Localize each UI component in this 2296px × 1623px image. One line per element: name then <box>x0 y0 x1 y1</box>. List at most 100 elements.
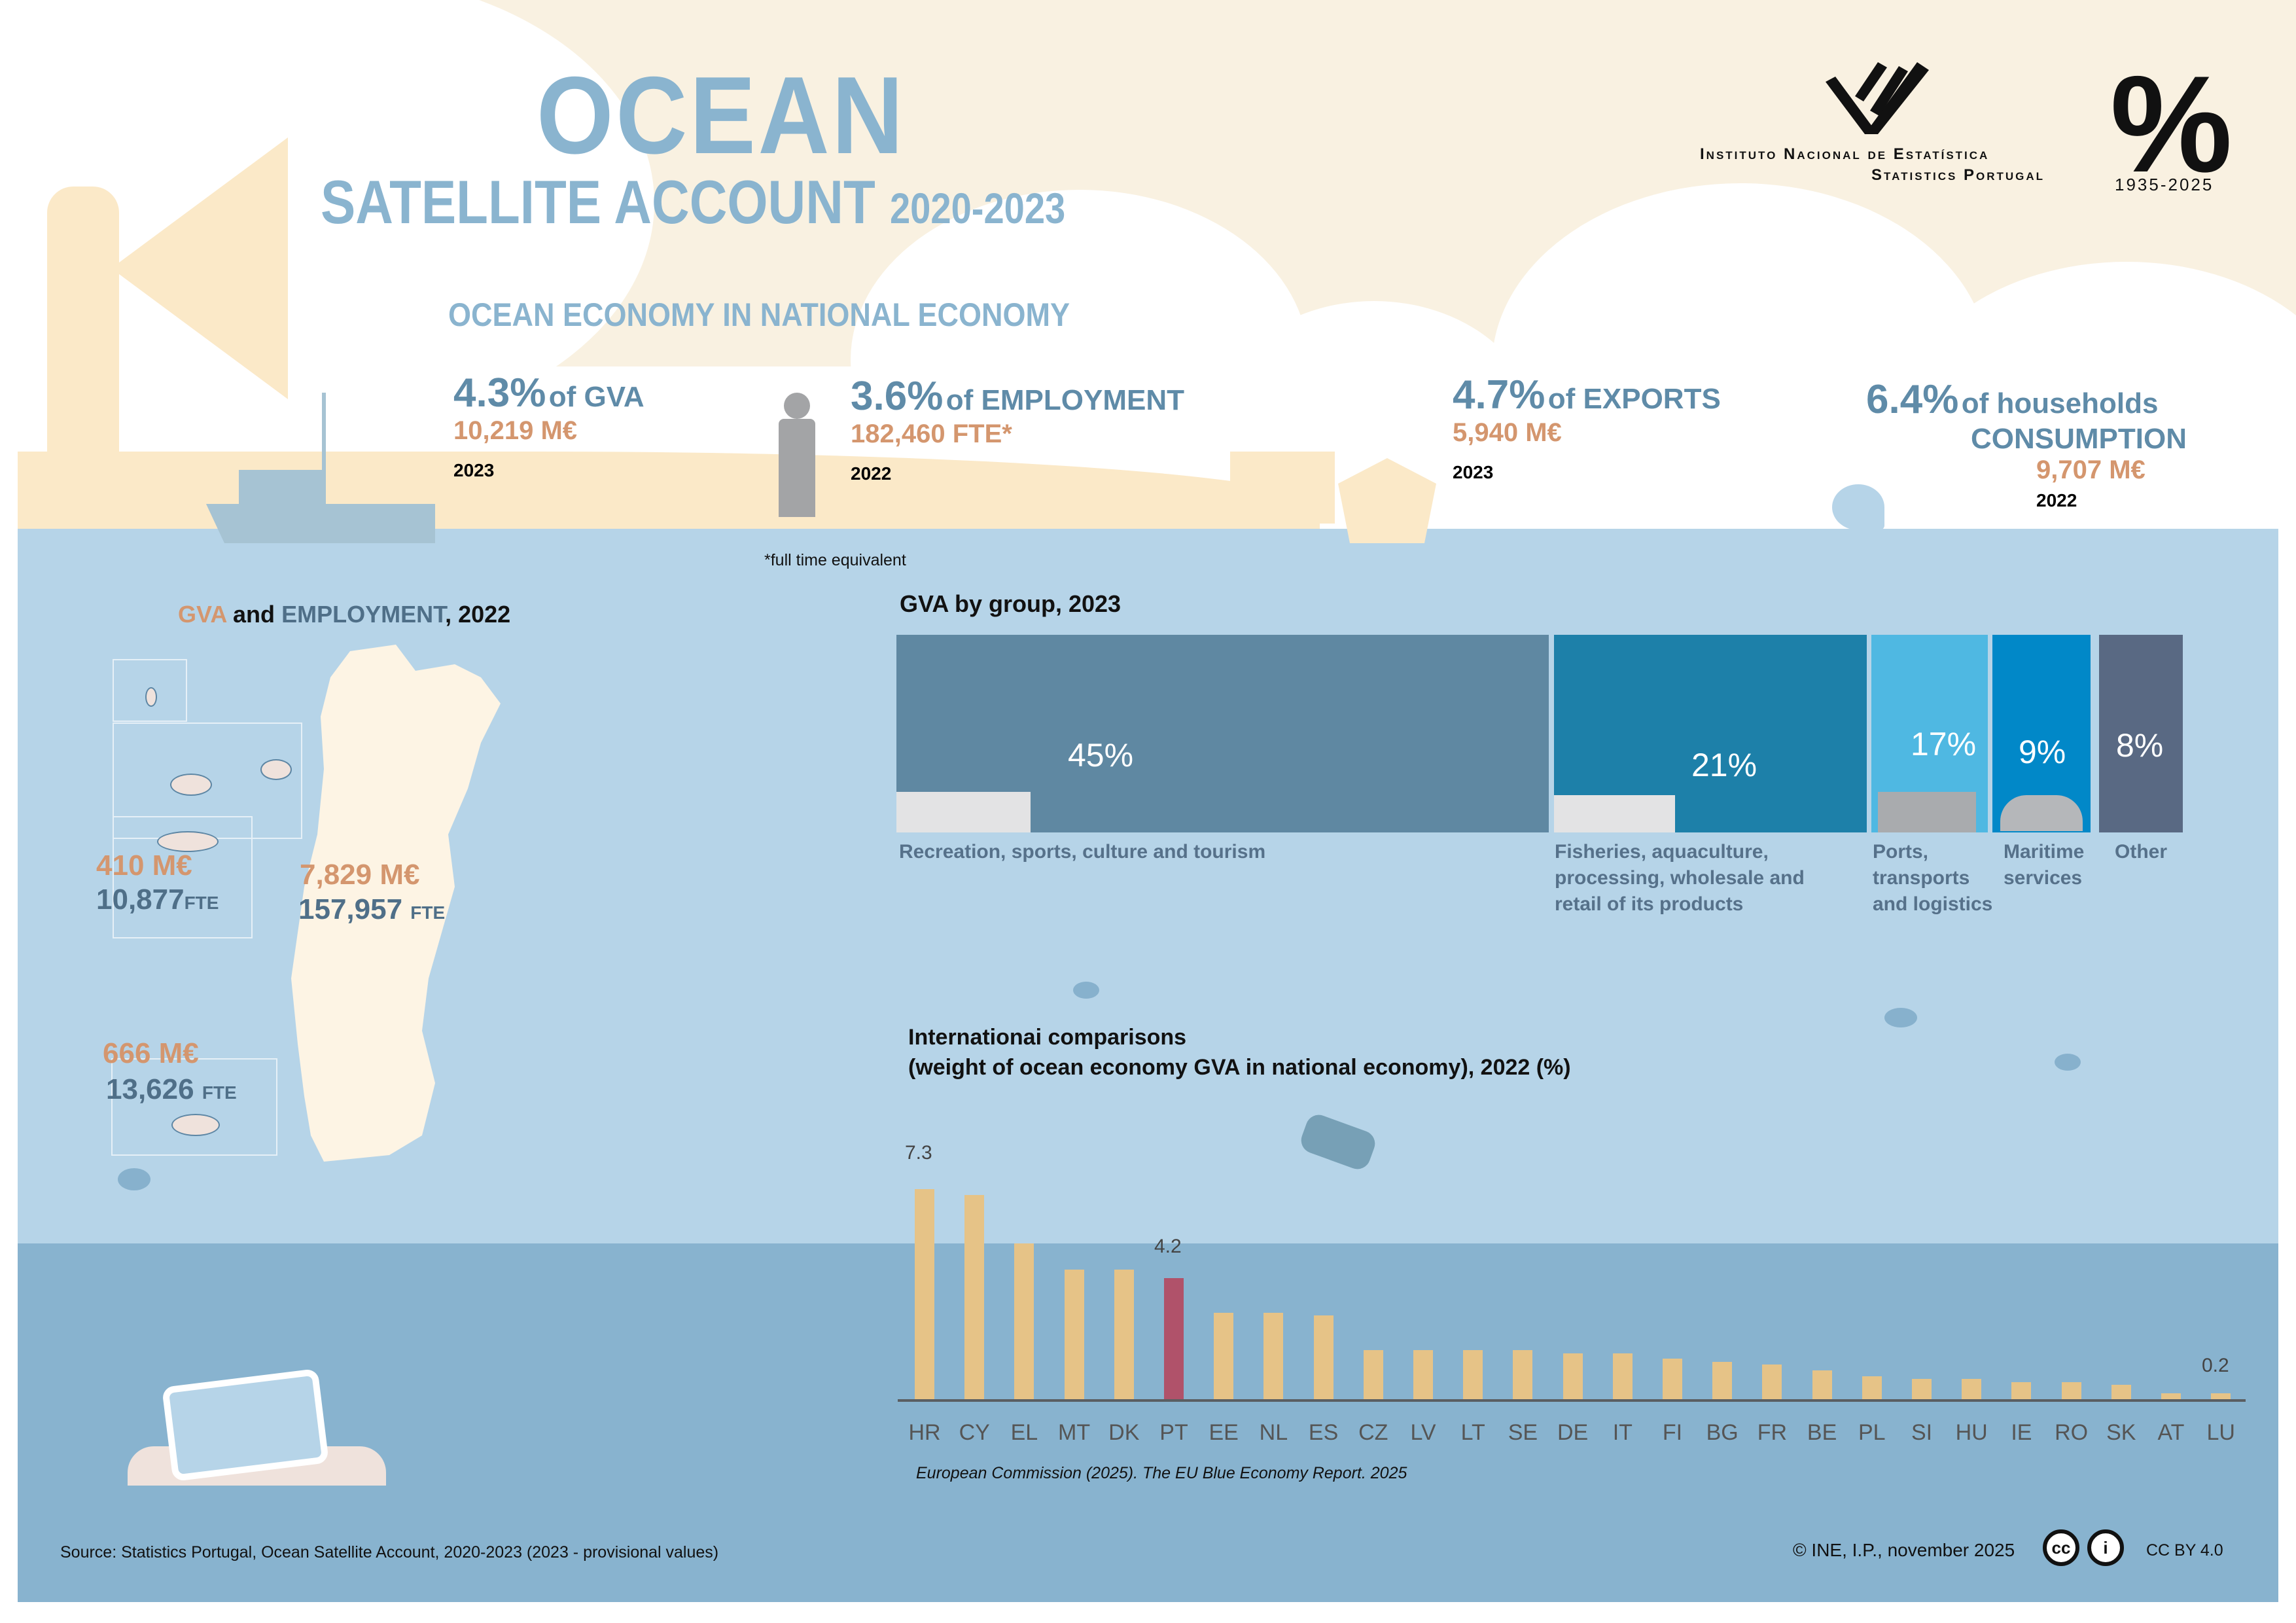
category-label: IE <box>2011 1420 2032 1445</box>
data-label-pt: 4.2 <box>1154 1236 1182 1257</box>
map-title-gva: GVA <box>178 601 227 628</box>
category-label: ES <box>1308 1420 1339 1445</box>
bar-bg <box>1712 1362 1733 1399</box>
lighthouse-icon <box>47 187 119 461</box>
category-label: LU <box>2206 1420 2235 1445</box>
inset-azores-west <box>113 659 187 722</box>
azores-gva: 410 M€ <box>96 849 192 882</box>
gva-pct: 9% <box>2019 734 2066 770</box>
kpi-pct: 3.6% <box>851 374 944 419</box>
bar-dk <box>1114 1270 1134 1399</box>
ship-icon <box>1878 792 1976 832</box>
org-name-en: Statistics Portugal <box>1871 166 2045 184</box>
captain-hat-icon <box>2000 795 2083 831</box>
anniversary-logo-icon: % <box>2110 47 2233 201</box>
gva-bar-recreation: 45% <box>896 635 1549 832</box>
org-name: Instituto Nacional de Estatística <box>1700 145 1990 163</box>
gva-label-ports: Ports, transports and logistics <box>1873 841 1993 915</box>
category-label: RO <box>2055 1420 2089 1445</box>
bar-pl <box>1862 1376 1882 1399</box>
fish-school-icon <box>1073 982 1099 999</box>
island-madeira <box>171 1114 220 1136</box>
category-label: FR <box>1757 1420 1788 1445</box>
category-label: PL <box>1858 1420 1886 1445</box>
category-label: LT <box>1460 1420 1485 1445</box>
bar-at <box>2161 1393 2181 1399</box>
cc-by-icon: i <box>2087 1529 2124 1566</box>
kpi-label: of EXPORTS <box>1547 383 1721 415</box>
intl-chart-title: Internationai comparisons (weight of oce… <box>908 1022 1571 1082</box>
map-title-employment: EMPLOYMENT <box>281 601 446 628</box>
kpi-year: 2023 <box>453 460 495 480</box>
gva-bar-fisheries: 21% <box>1554 635 1867 832</box>
kpi-exports: 4.7% of EXPORTS 5,940 M€ 2023 <box>1453 372 1721 483</box>
category-label: HU <box>1955 1420 1988 1445</box>
category-label: LV <box>1410 1420 1436 1445</box>
dolphin-icon <box>1832 484 1884 530</box>
madeira-fte-value: 13,626 <box>106 1073 194 1105</box>
footer-copyright: © INE, I.P., november 2025 <box>1793 1540 2015 1560</box>
bar-se <box>1513 1350 1533 1399</box>
kpi-employment: 3.6% of EMPLOYMENT 182,460 FTE* 2022 <box>851 373 1184 484</box>
page-subtitle: SATELLITE ACCOUNT 2020-2023 <box>321 167 1065 238</box>
gva-pct: 8% <box>2116 727 2164 764</box>
kpi-pct: 4.3% <box>453 370 546 416</box>
category-label: NL <box>1259 1420 1288 1445</box>
gva-label-maritime: Maritime services <box>2004 841 2085 889</box>
gva-label-other: Other <box>2115 841 2168 863</box>
kpi-pct: 6.4% <box>1866 377 1959 422</box>
map-title-and: and <box>233 601 275 628</box>
treasure-chest-icon <box>162 1368 329 1482</box>
category-label: DK <box>1108 1420 1140 1445</box>
category-label: FI <box>1662 1420 1683 1445</box>
inset-madeira <box>111 1058 277 1156</box>
kpi-year: 2022 <box>851 463 892 484</box>
cloud-decoration <box>1492 183 1989 550</box>
bar-es <box>1313 1315 1333 1399</box>
category-label: BG <box>1706 1420 1739 1445</box>
bar-it <box>1612 1353 1633 1399</box>
kpi-label-2: CONSUMPTION <box>1971 423 2187 455</box>
kpi-gva: 4.3% of GVA 10,219 M€ 2023 <box>453 370 645 481</box>
island-pico <box>170 774 212 796</box>
gva-bar-maritime: 9% <box>1992 635 2091 832</box>
fish-icon <box>1884 1008 1917 1027</box>
bar-cz <box>1363 1350 1383 1399</box>
category-label: EE <box>1209 1420 1239 1445</box>
subtitle-years: 2020-2023 <box>889 184 1066 232</box>
section-heading-national: OCEAN ECONOMY IN NATIONAL ECONOMY <box>448 296 1070 333</box>
bar-hu <box>1962 1379 1982 1399</box>
kpi-label: of EMPLOYMENT <box>945 384 1184 416</box>
azores-fte-value: 10,877 <box>96 883 185 916</box>
kpi-year: 2023 <box>1453 462 1494 482</box>
ine-logo-icon <box>1826 62 1929 134</box>
page-title: OCEAN <box>537 54 906 177</box>
intl-chart-title-line1: Internationai comparisons <box>908 1025 1187 1050</box>
intl-chart-source: European Commission (2025). The EU Blue … <box>916 1464 1407 1482</box>
gva-pct: 45% <box>1068 737 1134 774</box>
island-sao-miguel <box>157 831 219 852</box>
category-label: BE <box>1807 1420 1837 1445</box>
bar-ee <box>1214 1313 1234 1399</box>
kpi-value: 10,219 M€ <box>453 416 578 445</box>
license-label[interactable]: CC BY 4.0 <box>2146 1541 2223 1560</box>
kpi-value: 9,707 M€ <box>2036 455 2146 484</box>
gva-bar-ports: 17% <box>1871 635 1988 832</box>
crane-icon <box>1230 452 1335 524</box>
madeira-gva: 666 M€ <box>103 1037 199 1069</box>
category-label: AT <box>2157 1420 2185 1445</box>
kpi-year: 2022 <box>2036 490 2077 510</box>
fishing-boat-cabin <box>239 470 324 509</box>
fish-school-icon <box>2055 1054 2081 1071</box>
subtitle-text: SATELLITE ACCOUNT <box>321 168 875 236</box>
category-label: PT <box>1159 1420 1188 1445</box>
bar-nl <box>1263 1313 1284 1399</box>
island-sao-jorge <box>260 759 292 780</box>
fte-unit: FTE <box>202 1082 237 1103</box>
bar-lt <box>1463 1350 1483 1399</box>
bar-lv <box>1413 1350 1433 1399</box>
gva-label-recreation: Recreation, sports, culture and tourism <box>899 841 1266 863</box>
azores-employment: 10,877FTE <box>96 883 219 916</box>
kpi-consumption: 6.4% of households CONSUMPTION 9,707 M€ … <box>1866 376 2187 511</box>
bar-el <box>1014 1243 1034 1399</box>
